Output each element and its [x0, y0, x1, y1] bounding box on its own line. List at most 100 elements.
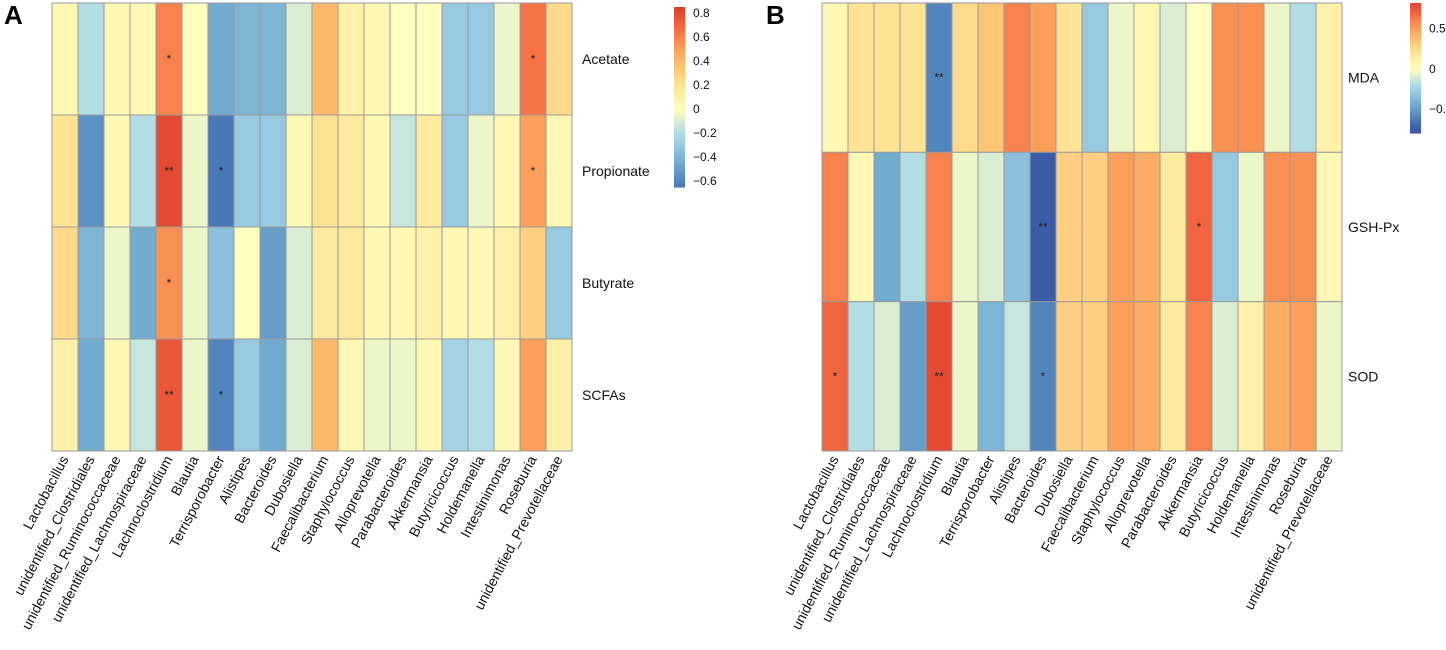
- colorbar-segment: [1410, 57, 1421, 60]
- colorbar-tick-label: 0.8: [693, 6, 710, 20]
- heatmap-cell: [51, 226, 79, 340]
- colorbar-segment: [674, 22, 685, 26]
- heatmap-cell: [103, 338, 131, 452]
- colorbar-segment: [1410, 124, 1421, 128]
- heatmap-cell: [1185, 2, 1213, 153]
- heatmap-cell: [259, 226, 287, 340]
- heatmap-cell: [181, 114, 209, 228]
- heatmap-cell: [951, 301, 979, 452]
- heatmap-cell: [103, 226, 131, 340]
- colorbar-segment: [674, 178, 685, 182]
- significance-marker: *: [531, 52, 536, 66]
- heatmap-cell: [951, 151, 979, 303]
- row-label: MDA: [1348, 70, 1380, 86]
- heatmap-cell: [545, 338, 573, 452]
- colorbar-segment: [1410, 48, 1421, 52]
- heatmap-cell: [1029, 151, 1057, 303]
- colorbar-segment: [674, 55, 685, 59]
- colorbar-segment: [674, 160, 685, 164]
- heatmap-cell: [821, 2, 849, 153]
- colorbar-segment: [674, 70, 685, 74]
- colorbar-segment: [674, 127, 685, 131]
- colorbar-segment: [1410, 3, 1421, 6]
- heatmap-cell: [389, 2, 417, 116]
- colorbar-segment: [674, 73, 685, 77]
- colorbar-segment: [1410, 46, 1421, 50]
- colorbar-segment: [674, 67, 685, 71]
- colorbar-segment: [674, 19, 685, 23]
- heatmap-cell: [1055, 151, 1083, 303]
- heatmap-cell: [467, 2, 495, 116]
- colorbar-segment: [1410, 87, 1421, 91]
- heatmap-cell: [337, 226, 365, 340]
- heatmap-cell: [1081, 2, 1109, 153]
- colorbar-segment: [674, 112, 685, 116]
- colorbar-segment: [1410, 76, 1421, 80]
- heatmap-cell: [1133, 301, 1161, 452]
- heatmap-cell: [363, 226, 391, 340]
- heatmap-cell: [259, 2, 287, 116]
- colorbar-tick-label: −0.5: [1429, 102, 1446, 116]
- heatmap-cell: [847, 2, 875, 153]
- heatmap-cell: [1159, 2, 1187, 153]
- heatmap-cell: [337, 338, 365, 452]
- significance-marker: *: [219, 388, 224, 402]
- colorbar-segment: [674, 97, 685, 101]
- heatmap-cell: [77, 226, 105, 340]
- colorbar-segment: [1410, 72, 1421, 76]
- heatmap-cell: [1289, 2, 1317, 153]
- heatmap-panel-a: * *** * **** *AcetatePropionateButyrateSCFAs…: [10, 2, 717, 632]
- colorbar-segment: [1410, 126, 1421, 130]
- heatmap-cell: [1107, 301, 1135, 452]
- heatmap-cell: [207, 338, 235, 452]
- heatmap-cell: [311, 114, 339, 228]
- heatmap-cell: [493, 226, 521, 340]
- colorbar-segment: [674, 13, 685, 17]
- heatmap-cell: [493, 338, 521, 452]
- heatmap-cell: [129, 114, 157, 228]
- colorbar-segment: [674, 142, 685, 146]
- colorbar-segment: [1410, 26, 1421, 30]
- colorbar-segment: [674, 163, 685, 167]
- heatmap-cell: [207, 226, 235, 340]
- heatmap-cell: [545, 114, 573, 228]
- heatmap-cell: [467, 338, 495, 452]
- colorbar-segment: [1410, 100, 1421, 104]
- heatmap-cell: [415, 338, 443, 452]
- significance-marker: *: [1041, 369, 1046, 383]
- colorbar-tick-label: −0.2: [693, 126, 717, 140]
- colorbar-segment: [1410, 113, 1421, 117]
- heatmap-cell: [233, 226, 261, 340]
- heatmap-cell: [1081, 301, 1109, 452]
- heatmap-cell: [285, 338, 313, 452]
- row-label: SCFAs: [582, 387, 626, 403]
- colorbar-segment: [1410, 37, 1421, 41]
- heatmap-cell: [1315, 2, 1343, 153]
- row-label: Propionate: [582, 163, 650, 179]
- row-label: GSH-Px: [1348, 219, 1399, 235]
- heatmap-cell: [441, 114, 469, 228]
- heatmap-cell: [467, 226, 495, 340]
- heatmap-cell: [103, 2, 131, 116]
- colorbar-segment: [1410, 31, 1421, 34]
- heatmap-cell: [1081, 151, 1109, 303]
- heatmap-cell: [77, 114, 105, 228]
- heatmap-cell: [467, 114, 495, 228]
- colorbar-tick-label: −0.4: [693, 150, 717, 164]
- significance-marker: *: [167, 276, 172, 290]
- heatmap-cell: [1159, 151, 1187, 303]
- heatmap-cell: [1211, 301, 1239, 452]
- colorbar-segment: [674, 91, 685, 95]
- heatmap-cell: [1263, 151, 1291, 303]
- heatmap-cell: [285, 114, 313, 228]
- colorbar-segment: [674, 76, 685, 80]
- heatmap-cell: [129, 2, 157, 116]
- colorbar-segment: [674, 172, 685, 176]
- heatmap-cell: [821, 301, 849, 452]
- colorbar-segment: [1410, 63, 1421, 67]
- heatmap-cell: [1315, 301, 1343, 452]
- colorbar-segment: [674, 40, 685, 44]
- heatmap-cell: [51, 2, 79, 116]
- colorbar-segment: [674, 28, 685, 32]
